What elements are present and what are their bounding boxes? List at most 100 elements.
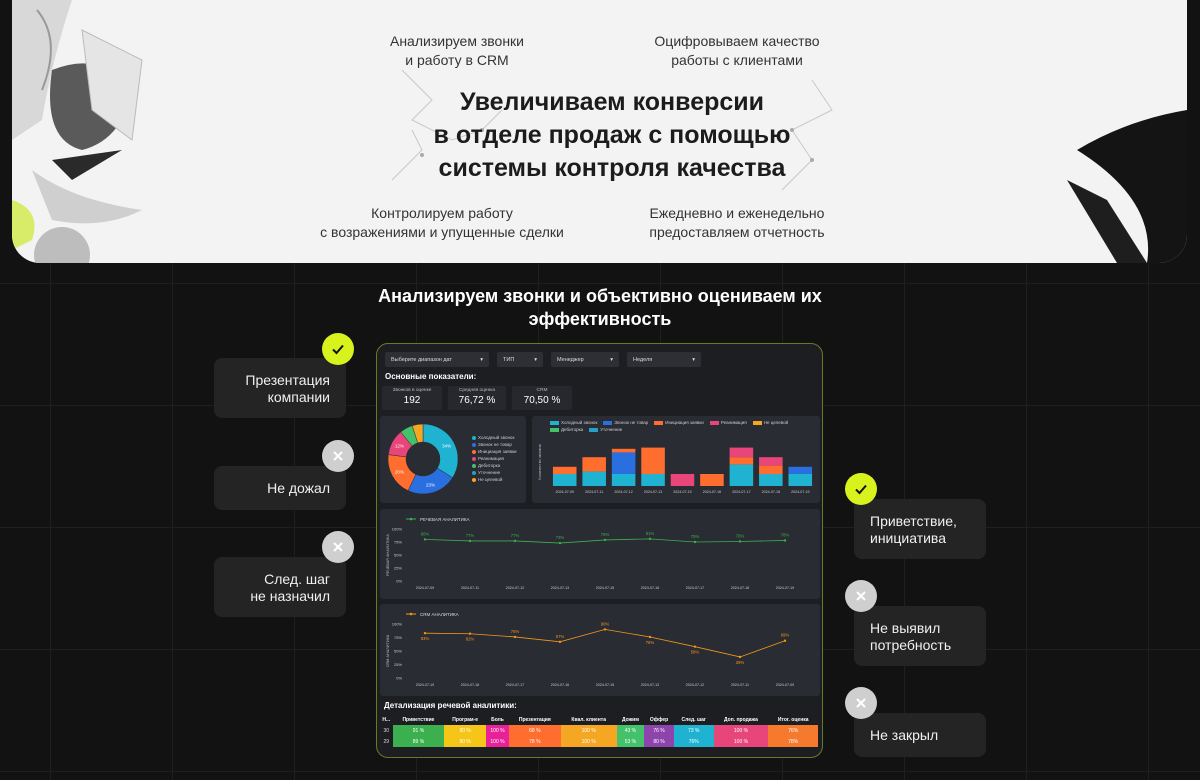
table-column-header[interactable]: Итог. оценка [768, 714, 818, 725]
data-label: 78% [781, 532, 790, 537]
table-column-header[interactable]: Дожим [616, 714, 645, 725]
pie-slice-label: 34% [442, 443, 451, 448]
caption-line: предоставляем отчетность [649, 224, 825, 240]
bar-segment [641, 447, 665, 474]
x-tick-label: 2024-07-12 [506, 586, 524, 590]
x-tick-label: 2024-07-11 [461, 586, 479, 590]
legend-item: Звонок не товар [472, 441, 516, 448]
table-column-header[interactable]: Презентация [508, 714, 561, 725]
detail-title: Детализация речевой аналитики: [384, 701, 517, 710]
chevron-down-icon: ▾ [534, 356, 537, 363]
x-tick-label: 2024-07-17 [686, 586, 704, 590]
hero-title-line: в отделе продаж с помощью [433, 121, 791, 149]
legend-item: Холодный звонок [472, 434, 516, 441]
card-text: Не выявил [870, 620, 941, 636]
data-point [693, 540, 697, 544]
type-filter[interactable]: ТИП ▾ [497, 352, 543, 367]
legend-swatch-icon [550, 420, 559, 425]
card-text: След. шаг [264, 571, 330, 587]
bar-segment [552, 466, 577, 474]
legend-item: Звонок не товар [603, 419, 648, 426]
y-tick-label: 0% [396, 579, 402, 584]
table-cell: 78% [768, 736, 818, 747]
table-column-header[interactable]: Програм-е [444, 714, 487, 725]
table-body: 30 91 % 90 % 100 % 68 % 100 % 43 % 76 % 73 % 100 … [380, 725, 818, 747]
table-cell: 30 [380, 725, 393, 736]
y-tick-label: 50% [394, 553, 402, 558]
data-point [513, 635, 517, 639]
kpi-label: CRM [536, 388, 548, 393]
table-column-header[interactable]: Боль [486, 714, 509, 725]
table-column-header[interactable]: След. шаг [673, 714, 714, 725]
table-cell: 43 % [616, 725, 645, 736]
hero-title: Увеличиваем конверсии в отделе продаж с … [362, 86, 862, 185]
y-axis-label: CRM АНАЛИТИКА [386, 634, 390, 667]
chevron-down-icon: ▾ [610, 356, 613, 363]
bar-segment [788, 466, 813, 474]
data-point [423, 631, 427, 635]
bar-segment [611, 474, 636, 486]
table-column-header[interactable]: Н... [380, 714, 393, 725]
bar-segment [759, 474, 783, 486]
table-cell: 76% [768, 725, 818, 736]
table-cell: 100 % [713, 736, 769, 747]
data-label: 90% [601, 621, 610, 626]
filter-bar: Выберите диапазон дат ▾ ТИП ▾ Менеджер ▾ Не… [385, 352, 701, 367]
x-tick-label: 2024-07-11 [731, 683, 749, 687]
legend-label: Звонок не товар [478, 442, 512, 447]
data-point [558, 640, 562, 644]
bar-segment [729, 457, 754, 465]
pie-slice-label: 12% [395, 443, 404, 448]
legend-label: Не целевой [478, 477, 503, 482]
x-tick-label: 2024-07-18 [762, 490, 780, 494]
data-label: 80% [421, 531, 430, 536]
table-cell: 100 % [560, 725, 617, 736]
caption-line: Анализируем звонки [389, 33, 525, 49]
table-column-header[interactable]: Оффер [644, 714, 674, 725]
filter-label: Выберите диапазон дат [391, 356, 453, 363]
cross-icon [845, 687, 877, 719]
pie-slice-label: 23% [426, 482, 435, 487]
kpi-value: 192 [403, 395, 421, 406]
connector-lines-decoration [391, 69, 833, 191]
caption-reports: Ежедневно и еженедельно предоставляем от… [627, 204, 847, 242]
speech-detail-table: Н... Приветствие Програм-е Боль Презентация К… [380, 714, 818, 747]
abstract-dark-shape-decoration [1067, 110, 1187, 263]
legend-label: Дебиторка [561, 427, 584, 432]
pie-legend: Холодный звонок Звонок не товар Инициация … [472, 434, 516, 483]
card-not-closed: Не закрыл [854, 713, 986, 757]
data-point [783, 639, 787, 642]
legend-item: Уточнение [472, 469, 516, 476]
table-column-header[interactable]: Приветствие [392, 714, 445, 725]
caption-line: Оцифровываем качество [654, 33, 820, 49]
table-row: 30 91 % 90 % 100 % 68 % 100 % 43 % 76 % 73 % 100 … [380, 725, 818, 736]
y-tick-label: 0% [396, 676, 402, 681]
cross-icon [322, 531, 354, 563]
chevron-down-icon: ▾ [692, 356, 695, 363]
legend-swatch-icon [752, 420, 762, 425]
pie-slice [411, 423, 424, 444]
y-tick-label: 50% [394, 649, 402, 654]
week-filter[interactable]: Неделя ▾ [627, 352, 701, 367]
legend-marker [409, 612, 413, 616]
manager-filter[interactable]: Менеджер ▾ [551, 352, 619, 367]
x-tick-label: 2024-07-13 [551, 586, 569, 590]
table-column-header[interactable]: Доп. продажа [713, 714, 769, 725]
chart-title: РЕЧЕВАЯ АНАЛИТИКА [420, 517, 470, 522]
x-tick-label: 2024-07-16 [641, 586, 659, 590]
x-tick-label: 2024-07-09 [556, 490, 574, 494]
bar-segment [788, 474, 813, 486]
legend-item: Не целевой [752, 419, 788, 426]
x-tick-label: 2024-07-12 [614, 490, 632, 494]
date-range-filter[interactable]: Выберите диапазон дат ▾ [385, 352, 489, 367]
x-tick-label: 2024-07-16 [703, 490, 721, 494]
data-label: 69% [781, 633, 790, 638]
cross-icon [322, 440, 354, 472]
speech-analytics-panel: РЕЧЕВАЯ АНАЛИТИКА РЕЧЕВАЯ АНАЛИТИКА 0% 25% 5… [380, 509, 820, 599]
table-column-header[interactable]: Квал. клиента [560, 714, 617, 725]
data-label: 77% [466, 533, 475, 538]
data-point [603, 538, 607, 542]
y-axis-label: Количество звонков [538, 444, 542, 479]
legend-label: Реанимация [478, 456, 504, 461]
legend-item: Реанимация [472, 455, 516, 462]
